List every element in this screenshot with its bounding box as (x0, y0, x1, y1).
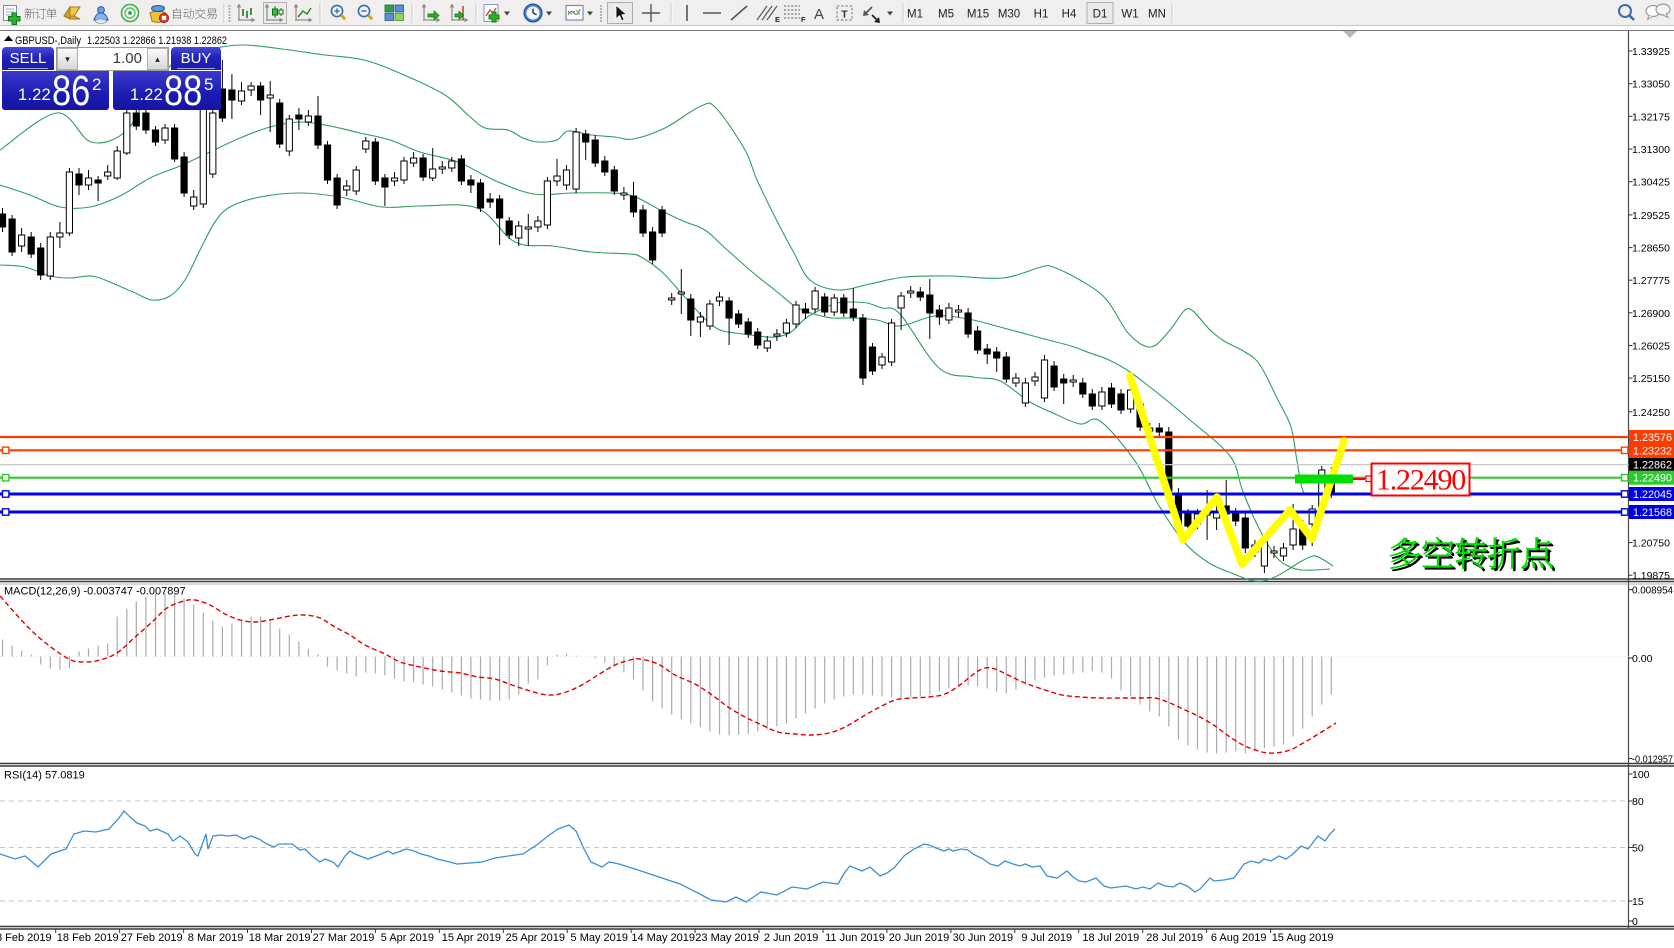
svg-text:MACD(12,26,9) -0.003747 -0.007: MACD(12,26,9) -0.003747 -0.007897 (4, 586, 186, 598)
svg-text:GBPUSD-,Daily: GBPUSD-,Daily (15, 35, 81, 47)
svg-text:27 Mar 2019: 27 Mar 2019 (313, 932, 375, 944)
svg-text:0.008954: 0.008954 (1632, 585, 1673, 597)
svg-text:A: A (814, 6, 824, 23)
svg-text:50: 50 (1632, 843, 1644, 855)
svg-text:1.24250: 1.24250 (1632, 407, 1670, 419)
svg-text:1.22503 1.22866 1.21938 1.2286: 1.22503 1.22866 1.21938 1.22862 (87, 35, 227, 47)
svg-text:F: F (801, 15, 806, 24)
svg-text:-0.012957: -0.012957 (1632, 754, 1673, 766)
svg-text:0.00: 0.00 (1632, 653, 1653, 665)
svg-text:H4: H4 (1062, 9, 1077, 21)
svg-text:8 Feb 2019: 8 Feb 2019 (0, 932, 52, 944)
svg-text:28 Jul 2019: 28 Jul 2019 (1146, 932, 1203, 944)
svg-text:MN: MN (1148, 9, 1166, 21)
svg-text:2 Jun 2019: 2 Jun 2019 (764, 932, 818, 944)
svg-text:1.26900: 1.26900 (1632, 308, 1670, 320)
svg-text:20 Jun 2019: 20 Jun 2019 (889, 932, 950, 944)
svg-text:100: 100 (1632, 769, 1650, 781)
svg-text:1.19875: 1.19875 (1632, 570, 1670, 582)
svg-text:6 Aug 2019: 6 Aug 2019 (1211, 932, 1267, 944)
svg-text:18 Jul 2019: 18 Jul 2019 (1082, 932, 1139, 944)
svg-text:0: 0 (1632, 916, 1638, 928)
svg-text:5 Apr 2019: 5 Apr 2019 (381, 932, 434, 944)
svg-text:1.33050: 1.33050 (1632, 79, 1670, 91)
svg-text:1.25150: 1.25150 (1632, 373, 1670, 385)
svg-text:1.27775: 1.27775 (1632, 275, 1670, 287)
svg-text:1.22490: 1.22490 (1633, 473, 1672, 485)
svg-text:27 Feb 2019: 27 Feb 2019 (121, 932, 183, 944)
svg-text:1.30425: 1.30425 (1632, 177, 1670, 189)
svg-text:H1: H1 (1034, 9, 1049, 21)
svg-text:T: T (841, 9, 848, 21)
svg-text:1.32175: 1.32175 (1632, 111, 1670, 123)
svg-text:1.23576: 1.23576 (1633, 432, 1672, 444)
svg-text:1.23232: 1.23232 (1633, 445, 1672, 457)
svg-text:18 Mar 2019: 18 Mar 2019 (249, 932, 311, 944)
svg-text:15 Aug 2019: 15 Aug 2019 (1272, 932, 1334, 944)
svg-text:23 May 2019: 23 May 2019 (695, 932, 759, 944)
svg-text:9 Jul 2019: 9 Jul 2019 (1021, 932, 1072, 944)
svg-text:1.22045: 1.22045 (1633, 489, 1672, 501)
svg-text:1.33925: 1.33925 (1632, 46, 1670, 58)
svg-text:30 Jun 2019: 30 Jun 2019 (953, 932, 1014, 944)
svg-text:D1: D1 (1093, 9, 1108, 21)
svg-text:15: 15 (1632, 896, 1644, 908)
svg-text:M30: M30 (998, 9, 1020, 21)
svg-text:1.20750: 1.20750 (1632, 538, 1670, 550)
svg-text:W1: W1 (1121, 9, 1138, 21)
svg-text:5 May 2019: 5 May 2019 (571, 932, 628, 944)
svg-text:15 Apr 2019: 15 Apr 2019 (442, 932, 501, 944)
svg-text:1.21568: 1.21568 (1633, 507, 1672, 519)
svg-text:25 Apr 2019: 25 Apr 2019 (506, 932, 565, 944)
svg-text:18 Feb 2019: 18 Feb 2019 (57, 932, 119, 944)
svg-text:80: 80 (1632, 796, 1644, 808)
svg-text:1.28650: 1.28650 (1632, 243, 1670, 255)
svg-text:1.31300: 1.31300 (1632, 144, 1670, 156)
svg-text:11 Jun 2019: 11 Jun 2019 (825, 932, 885, 944)
svg-text:1.26025: 1.26025 (1632, 341, 1670, 353)
svg-text:M15: M15 (967, 9, 989, 21)
svg-text:1.22862: 1.22862 (1633, 460, 1672, 472)
svg-text:1.29525: 1.29525 (1632, 210, 1670, 222)
svg-text:M1: M1 (907, 9, 923, 21)
svg-text:8 Mar 2019: 8 Mar 2019 (188, 932, 244, 944)
svg-text:M5: M5 (938, 9, 954, 21)
svg-text:14 May 2019: 14 May 2019 (631, 932, 695, 944)
svg-text:RSI(14) 57.0819: RSI(14) 57.0819 (4, 770, 85, 782)
svg-text:E: E (775, 15, 780, 24)
svg-text:1.22490: 1.22490 (1376, 464, 1465, 497)
